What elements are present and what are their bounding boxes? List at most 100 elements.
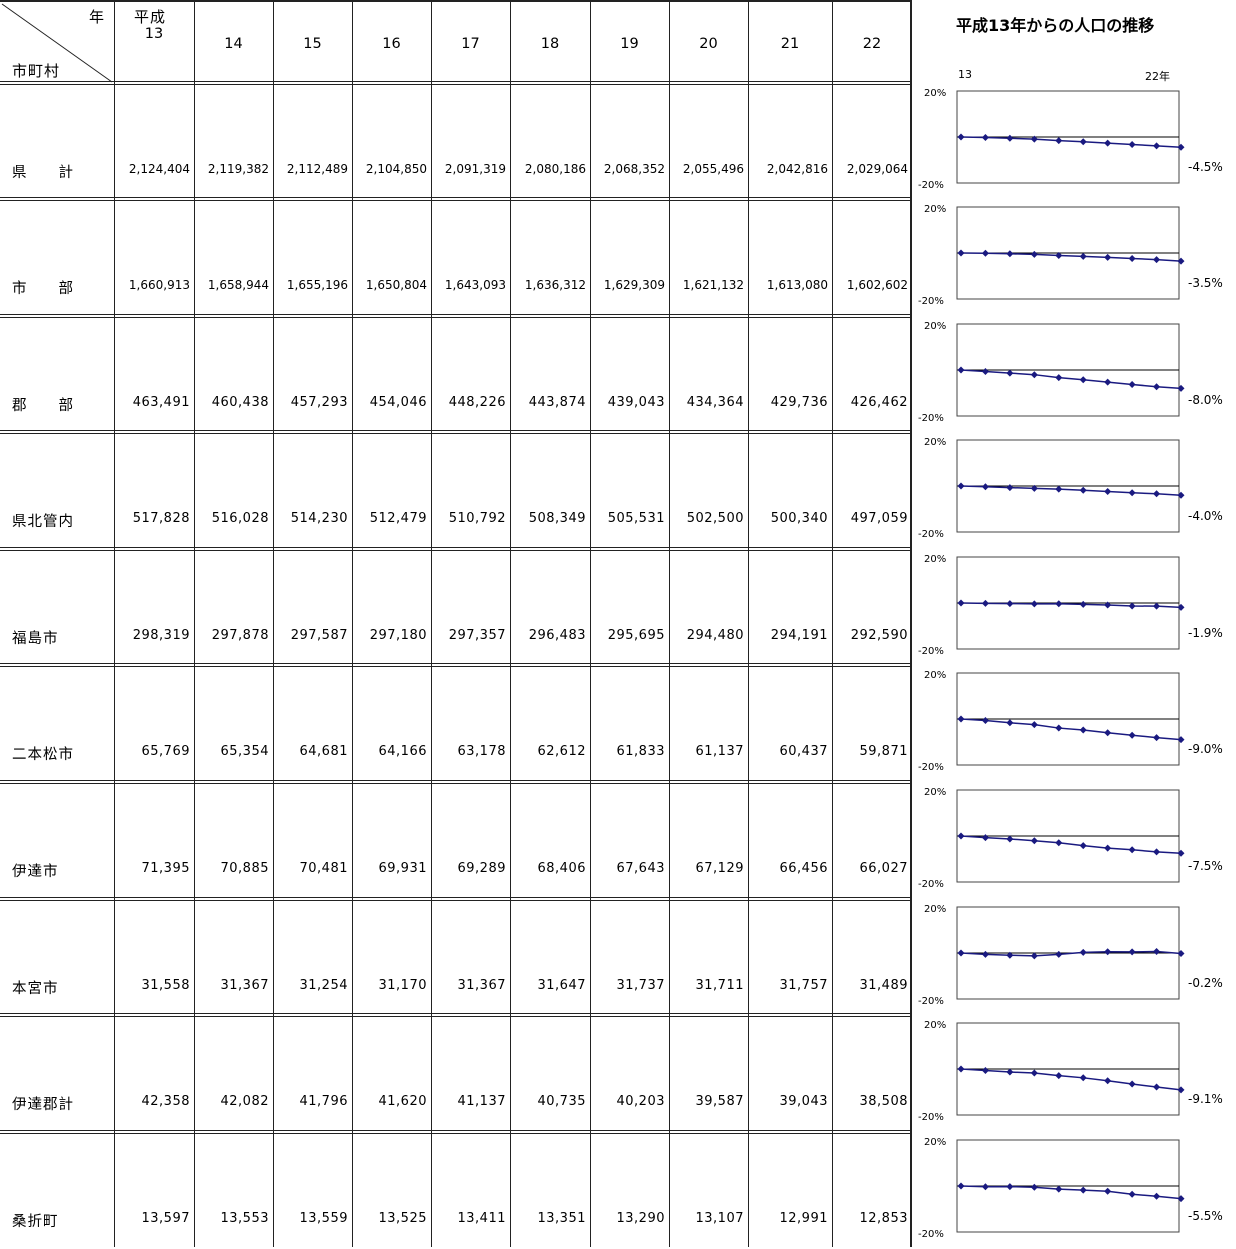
population-cell: 61,137 [695,744,744,759]
population-cell: 497,059 [850,511,908,526]
population-table: 年 市町村 平成 13 14 15 16 17 18 19 20 21 22 県 計 2,124,4… [0,0,912,1247]
data-point [1104,601,1112,609]
header-region-label: 市町村 [12,62,61,80]
row-separator [0,197,912,201]
y-top-label: 20% [924,204,947,215]
header-diagonal-line [1,3,113,83]
population-cell: 517,828 [132,511,190,526]
data-point [1030,600,1038,608]
data-point [1079,1074,1087,1082]
change-percent: -4.5% [1188,160,1223,174]
year-header-15: 15 [303,36,322,52]
data-point [957,249,965,257]
data-point [1006,719,1014,727]
population-cell: 294,191 [770,628,828,643]
population-cell: 516,028 [211,511,269,526]
change-percent: -4.0% [1188,509,1223,523]
data-point [1104,253,1112,261]
population-cell: 2,104,850 [365,162,427,176]
row-name: 桑折町 [12,1214,59,1230]
series-line [960,950,1182,957]
data-point [1153,602,1161,610]
population-cell: 41,137 [457,1094,506,1109]
population-cell: 295,695 [607,628,665,643]
data-point [1055,251,1063,259]
data-point [1153,142,1161,150]
population-cell: 12,991 [779,1211,828,1226]
population-cell: 1,636,312 [524,278,586,292]
population-cell: 13,553 [220,1211,269,1226]
population-cell: 1,602,602 [846,278,908,292]
population-cell: 500,340 [770,511,828,526]
sparkline-chart [956,672,1185,766]
population-cell: 296,483 [528,628,586,643]
data-point [1079,842,1087,850]
column-line [669,0,670,1247]
header-year-label: 年 [89,8,105,26]
population-cell: 63,178 [457,744,506,759]
x-end-label: 22年 [1145,70,1170,83]
y-top-label: 20% [924,437,947,448]
population-cell: 65,769 [141,744,190,759]
change-percent: -5.5% [1188,1209,1223,1223]
data-point [981,716,989,724]
row-separator [0,547,912,551]
population-cell: 42,358 [141,1094,190,1109]
year-header-17: 17 [461,36,480,52]
data-point [981,1066,989,1074]
population-cell: 1,613,080 [766,278,828,292]
data-point [1030,837,1038,845]
change-percent: -7.5% [1188,859,1223,873]
data-point [1006,369,1014,377]
series-line [960,718,1182,741]
population-cell: 508,349 [528,511,586,526]
data-point [1104,729,1112,737]
population-cell: 510,792 [448,511,506,526]
data-point [1006,600,1014,608]
population-cell: 62,612 [537,744,586,759]
data-point [1079,600,1087,608]
column-line [510,0,511,1247]
data-point [1006,1183,1014,1191]
data-point [1177,950,1185,958]
change-percent: -8.0% [1188,393,1223,407]
population-cell: 439,043 [607,395,665,410]
row-name: 県 計 [12,165,74,181]
data-point [1177,603,1185,611]
y-bottom-label: -20% [918,1229,944,1240]
population-cell: 42,082 [220,1094,269,1109]
table-row: 市 部 1,660,913 1,658,944 1,655,196 1,650,804 1… [0,200,912,317]
data-point [1177,1195,1185,1203]
population-cell: 1,660,913 [128,278,190,292]
population-cell: 2,042,816 [766,162,828,176]
population-cell: 71,395 [141,861,190,876]
data-point [1006,484,1014,492]
data-point [1104,1077,1112,1085]
y-bottom-label: -20% [918,180,944,191]
data-point [1128,731,1136,739]
population-cell: 2,055,496 [682,162,744,176]
table-row: 福島市 298,319 297,878 297,587 297,180 297,357 29… [0,550,912,666]
population-cell: 13,107 [695,1211,744,1226]
change-percent: -9.0% [1188,742,1223,756]
row-name: 郡 部 [12,398,74,414]
data-point [1153,256,1161,264]
y-bottom-label: -20% [918,413,944,424]
row-name: 県北管内 [12,514,74,530]
population-cell: 39,587 [695,1094,744,1109]
year-header-20: 20 [699,36,718,52]
data-point [981,834,989,842]
y-bottom-label: -20% [918,646,944,657]
data-point [1177,1086,1185,1094]
population-cell: 13,290 [616,1211,665,1226]
population-cell: 66,027 [859,861,908,876]
population-cell: 2,068,352 [603,162,665,176]
series-line [960,835,1182,855]
table-row: 県北管内 517,828 516,028 514,230 512,479 510,792 5… [0,433,912,550]
change-percent: -9.1% [1188,1092,1223,1106]
population-cell: 60,437 [779,744,828,759]
population-cell: 463,491 [132,395,190,410]
y-top-label: 20% [924,670,947,681]
population-cell: 68,406 [537,861,586,876]
population-cell: 426,462 [850,395,908,410]
